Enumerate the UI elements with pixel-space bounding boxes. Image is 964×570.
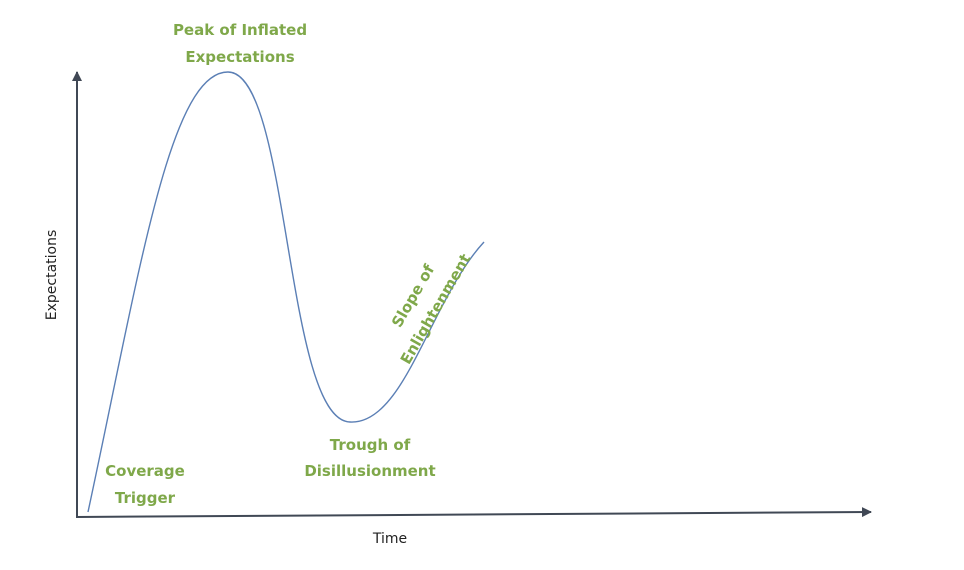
phase-label-line: Disillusionment <box>304 462 435 480</box>
phase-label-line: Trigger <box>115 489 176 507</box>
hype-curve <box>87 71 485 513</box>
phase-label-line: Coverage <box>105 462 185 480</box>
phase-label-line: Peak of Inflated <box>173 21 307 39</box>
phase-label-coverage-trigger: Coverage Trigger <box>105 462 185 507</box>
phase-label-peak: Peak of Inflated Expectations <box>173 21 307 66</box>
phase-label-line: Trough of <box>330 436 411 454</box>
phase-label-slope: Slope of Enlightenment <box>388 251 474 368</box>
x-axis-title: Time <box>372 531 407 547</box>
y-axis-title: Expectations <box>44 230 60 321</box>
phase-label-trough: Trough of Disillusionment <box>304 436 435 480</box>
x-axis <box>75 507 872 518</box>
phase-label-line: Expectations <box>185 48 294 66</box>
